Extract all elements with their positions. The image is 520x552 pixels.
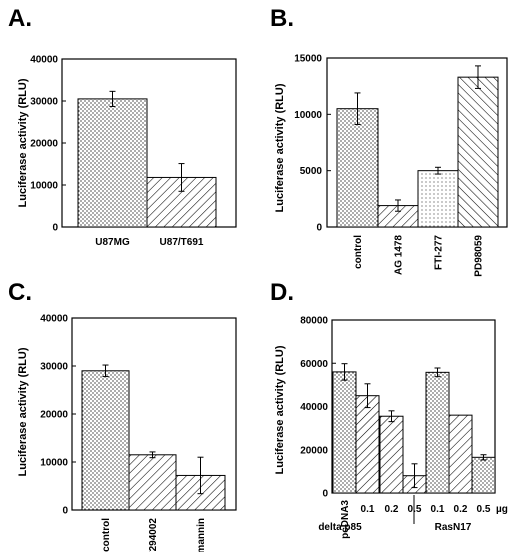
category-label: AG 1478 — [394, 235, 405, 275]
bar-d-1 — [355, 395, 380, 494]
panel-b-chart: 0 5000 10000 15000 control AG 1478 FTI-277 PD98… — [294, 54, 508, 277]
bar-a-1 — [146, 176, 217, 228]
panel-d-chart: 0 20000 40000 60000 80000 pcDNA3 0.1 0.2 0.5 0.1 0… — [300, 316, 496, 539]
bar-d-6 — [471, 456, 496, 494]
error-bar-c-0 — [102, 364, 109, 378]
bar-b-2 — [417, 170, 459, 228]
y-tick-label: 10000 — [30, 181, 58, 192]
y-tick-label: 30000 — [40, 362, 68, 373]
error-bar-c-2 — [197, 456, 204, 495]
category-label: U87MG — [95, 237, 130, 248]
y-tick-label: 20000 — [40, 410, 68, 421]
y-tick-label: 30000 — [30, 97, 58, 108]
error-bar-b-1 — [395, 199, 401, 212]
bar-d-0 — [332, 371, 357, 494]
error-bar-a-0 — [109, 90, 116, 107]
panel-c-chart: 0 10000 20000 30000 40000 control LY294002 wort… — [40, 314, 237, 552]
category-label: LY294002 — [148, 518, 159, 552]
category-label: 0.5 — [408, 504, 422, 515]
error-bar-b-0 — [354, 92, 361, 125]
error-bar-b-2 — [435, 166, 441, 175]
error-bar-d-2 — [388, 410, 395, 423]
category-label: U87/T691 — [160, 237, 204, 248]
y-tick-label: 20000 — [30, 139, 58, 150]
panel-a-letter: A. — [8, 5, 32, 32]
y-tick-label: 5000 — [300, 166, 323, 177]
error-bar-d-3 — [411, 463, 418, 489]
category-label: 0.1 — [361, 504, 375, 515]
category-label: 0.5 — [477, 504, 491, 515]
bar-b-3 — [457, 76, 499, 228]
y-tick-label: 0 — [316, 223, 322, 234]
bar-d-4 — [425, 371, 450, 494]
y-tick-label: 40000 — [30, 55, 58, 66]
y-tick-label: 0 — [322, 489, 328, 500]
y-tick-label: 0 — [52, 223, 58, 234]
panel-c-letter: C. — [8, 279, 32, 306]
panel-d-unit-label: µg — [496, 504, 508, 515]
y-tick-label: 60000 — [300, 359, 328, 370]
error-bar-c-1 — [149, 451, 156, 459]
y-tick-label: 20000 — [300, 445, 328, 456]
category-label: pcDNA3 — [340, 500, 351, 539]
y-tick-label: 15000 — [294, 54, 322, 65]
category-label: wortmannin — [196, 518, 207, 552]
bar-c-1 — [128, 454, 177, 511]
y-tick-label: 10000 — [40, 458, 68, 469]
panel-d-group-delta-p85: delta p85 — [318, 522, 362, 533]
panel-c-ylabel: Luciferase activity (RLU) — [17, 347, 29, 476]
category-label: 0.2 — [454, 504, 468, 515]
panel-b-ylabel: Luciferase activity (RLU) — [274, 83, 286, 212]
panel-b-letter: B. — [270, 5, 294, 32]
panel-d-group-rasn17: RasN17 — [435, 522, 472, 533]
y-tick-label: 40000 — [300, 402, 328, 413]
bar-d-2 — [379, 415, 404, 494]
error-bar-d-1 — [364, 383, 371, 409]
error-bar-d-0 — [341, 363, 348, 381]
error-bar-a-1 — [178, 163, 185, 192]
error-bar-b-3 — [475, 65, 481, 89]
category-label: 0.2 — [385, 504, 399, 515]
bar-b-0 — [336, 108, 379, 228]
category-label: 0.1 — [431, 504, 445, 515]
panel-d-letter: D. — [270, 279, 294, 306]
bar-d-5 — [448, 414, 473, 494]
bar-c-0 — [81, 370, 130, 511]
panel-d-ylabel: Luciferase activity (RLU) — [274, 345, 286, 474]
error-bar-d-6 — [480, 454, 487, 461]
y-tick-label: 0 — [62, 506, 68, 517]
panel-a-ylabel: Luciferase activity (RLU) — [17, 78, 29, 207]
category-label: FTI-277 — [434, 235, 445, 270]
y-tick-label: 80000 — [300, 316, 328, 327]
category-label: PD98059 — [474, 235, 485, 277]
category-label: control — [353, 235, 364, 269]
y-tick-label: 40000 — [40, 314, 68, 325]
category-label: control — [101, 518, 112, 552]
panel-a-chart: 0 10000 20000 30000 40000 U87MG U87/T691 — [30, 55, 237, 248]
error-bar-d-4 — [434, 367, 441, 378]
y-tick-label: 10000 — [294, 110, 322, 121]
bar-a-0 — [77, 98, 148, 228]
